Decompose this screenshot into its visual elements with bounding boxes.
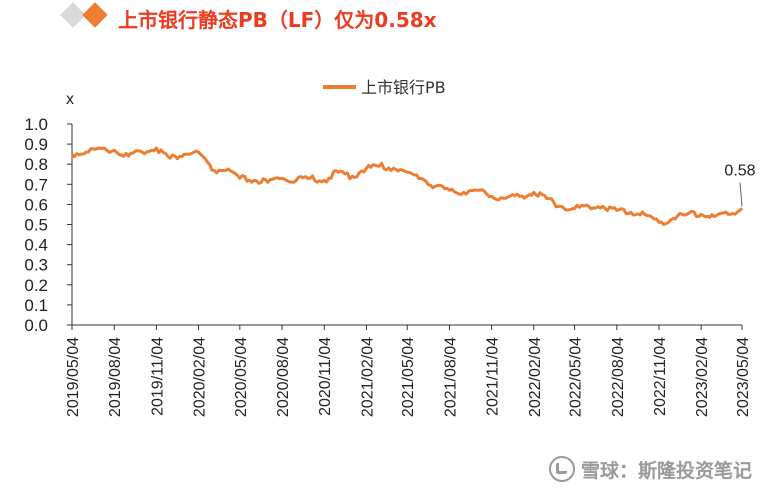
y-axis-unit-label: x: [66, 91, 74, 108]
latest-value-annotation: 0.58: [724, 162, 756, 207]
y-axis-ticks: 0.00.10.20.30.40.5 0.60.70.80.91.0: [24, 115, 72, 335]
x-tick-label: 2021/05/04: [400, 337, 417, 417]
x-tick-label: 2021/02/04: [359, 337, 376, 417]
watermark-text: 雪球：斯隆投资笔记: [580, 459, 752, 482]
x-tick-label: 2022/02/04: [527, 337, 544, 417]
x-tick-label: 2021/08/04: [442, 337, 459, 417]
watermark: 雪球：斯隆投资笔记: [548, 456, 752, 485]
y-tick-label: 0.8: [24, 155, 48, 174]
annotation-leader-line: [739, 182, 743, 207]
x-tick-label: 2022/11/04: [652, 337, 669, 416]
legend: 上市银行PB: [323, 78, 446, 97]
x-tick-label: 2022/05/04: [568, 337, 585, 417]
x-tick-label: 2021/11/04: [485, 337, 502, 416]
x-tick-label: 2020/11/04: [317, 337, 334, 416]
x-tick-label: 2023/02/04: [694, 337, 711, 417]
x-tick-label: 2019/11/04: [149, 337, 166, 416]
chart-title: 上市银行静态PB（LF）仅为0.58x: [118, 8, 437, 32]
x-tick-label: 2019/08/04: [107, 337, 124, 417]
x-tick-label: 2019/05/04: [65, 337, 82, 417]
x-tick-label: 2020/02/04: [192, 337, 209, 417]
y-tick-label: 0.5: [24, 216, 48, 235]
y-tick-label: 0.3: [24, 256, 48, 275]
y-tick-label: 1.0: [24, 115, 48, 134]
x-axis-ticks: 2019/05/04 2019/08/04 2019/11/04 2020/02/04…: [65, 325, 752, 417]
y-tick-label: 0.0: [24, 316, 48, 335]
x-tick-label: 2020/05/04: [233, 337, 250, 417]
y-tick-label: 0.6: [24, 195, 48, 214]
series-line-bank-pb: [70, 146, 744, 226]
x-tick-label: 2023/05/04: [735, 337, 752, 417]
y-tick-label: 0.1: [24, 296, 48, 315]
x-tick-label: 2020/08/04: [275, 337, 292, 417]
legend-label: 上市银行PB: [361, 78, 446, 97]
y-tick-label: 0.9: [24, 135, 48, 154]
y-tick-label: 0.2: [24, 276, 48, 295]
chart-header: 上市银行静态PB（LF）仅为0.58x: [0, 0, 774, 40]
y-tick-label: 0.7: [24, 175, 48, 194]
y-tick-label: 0.4: [24, 236, 48, 255]
snowball-logo-icon: [548, 456, 575, 482]
annotation-label: 0.58: [724, 162, 755, 179]
x-tick-label: 2022/08/04: [610, 337, 627, 417]
